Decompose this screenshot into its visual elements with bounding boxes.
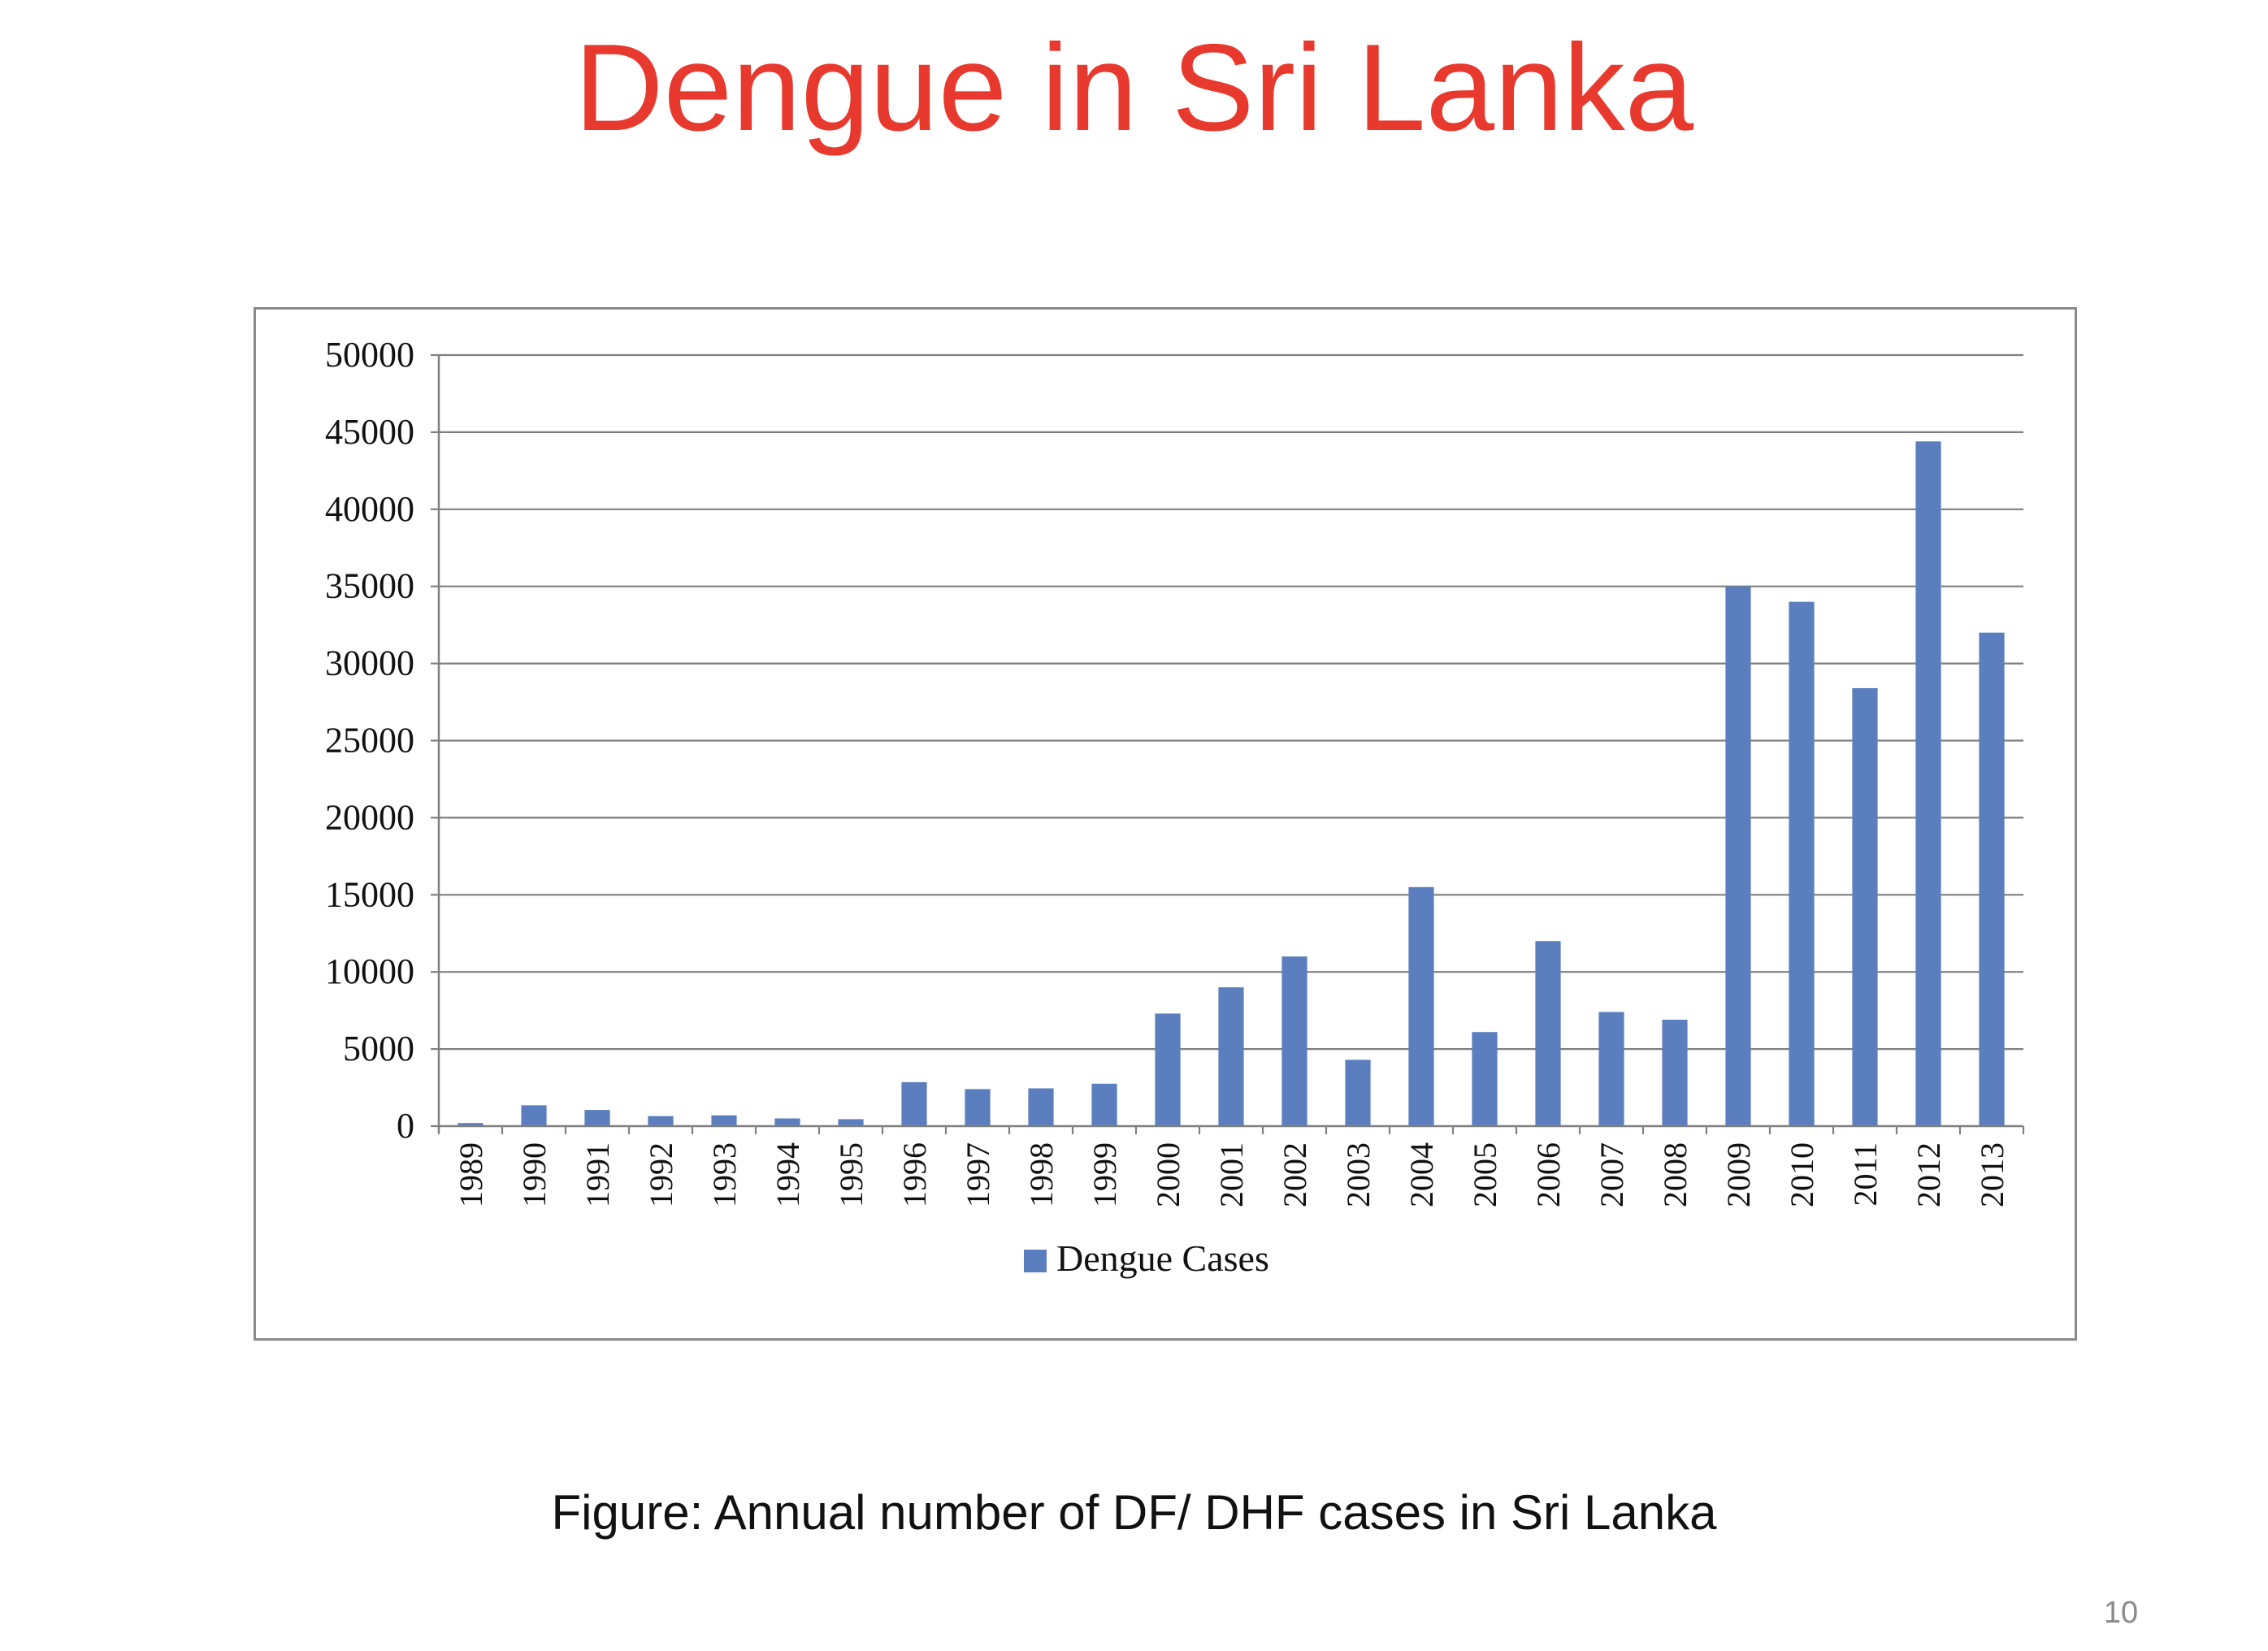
- bar-2012: [1915, 441, 1941, 1126]
- bar-2008: [1662, 1020, 1688, 1126]
- x-tick-label: 2009: [1720, 1142, 1757, 1207]
- bar-1990: [521, 1105, 547, 1126]
- y-tick-label: 20000: [325, 797, 414, 837]
- x-tick-label: 2011: [1847, 1142, 1884, 1207]
- x-tick-label: 2008: [1657, 1142, 1693, 1207]
- bar-2004: [1408, 886, 1434, 1126]
- tick-labels: 0 5000 10000 15000 20000 25000 30000 35000 40000…: [325, 335, 2010, 1207]
- x-tick-label: 2005: [1467, 1142, 1503, 1207]
- bar-2010: [1789, 601, 1815, 1126]
- x-tick-label: 2004: [1403, 1142, 1440, 1207]
- bar-1995: [838, 1119, 864, 1126]
- y-tick-label: 50000: [325, 335, 414, 375]
- bar-1989: [458, 1123, 484, 1126]
- bar-1996: [901, 1081, 927, 1126]
- legend: Dengue Cases: [1024, 1237, 1269, 1279]
- x-tick-label: 1999: [1086, 1142, 1123, 1207]
- chart-frame: 0 5000 10000 15000 20000 25000 30000 35000 40000…: [254, 307, 2077, 1341]
- x-tick-label: 2006: [1530, 1142, 1567, 1207]
- y-tick-label: 40000: [325, 489, 414, 529]
- bar-2001: [1218, 987, 1244, 1126]
- y-tick-label: 10000: [325, 951, 414, 991]
- bar-1992: [648, 1116, 674, 1126]
- y-tick-label: 45000: [325, 412, 414, 452]
- bar-2000: [1155, 1013, 1181, 1126]
- y-tick-label: 35000: [325, 566, 414, 606]
- x-tick-label: 1993: [706, 1142, 743, 1207]
- bar-1997: [965, 1089, 991, 1126]
- x-tick-label: 1998: [1023, 1142, 1060, 1207]
- axes: [431, 353, 2025, 1134]
- slide-title: Dengue in Sri Lanka: [574, 19, 1694, 157]
- gridlines: [439, 353, 2023, 1051]
- x-tick-label: 2012: [1910, 1142, 1947, 1207]
- bar-1994: [774, 1118, 800, 1126]
- bar-2009: [1725, 586, 1751, 1126]
- x-tick-label: 2000: [1150, 1142, 1186, 1207]
- bar-2007: [1598, 1012, 1624, 1126]
- legend-label: Dengue Cases: [1056, 1237, 1269, 1279]
- x-tick-label: 1995: [833, 1142, 869, 1207]
- y-tick-label: 15000: [325, 874, 414, 914]
- bars: [458, 441, 2005, 1126]
- bar-2005: [1472, 1032, 1498, 1126]
- bar-chart: 0 5000 10000 15000 20000 25000 30000 35000 40000…: [325, 335, 2025, 1279]
- x-tick-label: 1996: [896, 1142, 933, 1207]
- x-tick-label: 2002: [1277, 1142, 1313, 1207]
- bar-2013: [1979, 632, 2005, 1126]
- y-tick-label: 25000: [325, 721, 414, 760]
- figure-caption: Figure: Annual number of DF/ DHF cases i…: [551, 1485, 1717, 1540]
- x-tick-label: 1990: [516, 1142, 553, 1207]
- bar-2011: [1852, 687, 1878, 1126]
- y-tick-label: 0: [397, 1106, 414, 1146]
- x-tick-label: 1992: [643, 1142, 679, 1207]
- y-tick-label: 5000: [343, 1029, 414, 1068]
- x-tick-label: 2007: [1594, 1142, 1630, 1207]
- x-tick-label: 1989: [453, 1142, 489, 1207]
- bar-2006: [1535, 941, 1561, 1126]
- x-tick-label: 1994: [770, 1142, 806, 1207]
- x-tick-label: 1991: [579, 1142, 616, 1207]
- x-tick-label: 2013: [1974, 1142, 2010, 1207]
- bar-1998: [1028, 1088, 1054, 1126]
- bar-2002: [1281, 956, 1307, 1126]
- x-tick-label: 2010: [1784, 1142, 1820, 1207]
- x-tick-label: 1997: [960, 1142, 996, 1207]
- bar-1993: [711, 1115, 737, 1126]
- page-number: 10: [2103, 1596, 2139, 1630]
- legend-swatch: [1024, 1250, 1047, 1272]
- y-tick-label: 30000: [325, 644, 414, 683]
- bar-2003: [1345, 1060, 1371, 1126]
- x-tick-label: 2003: [1340, 1142, 1377, 1207]
- bar-1991: [584, 1110, 610, 1126]
- x-tick-label: 2001: [1213, 1142, 1250, 1207]
- bar-1999: [1091, 1083, 1117, 1126]
